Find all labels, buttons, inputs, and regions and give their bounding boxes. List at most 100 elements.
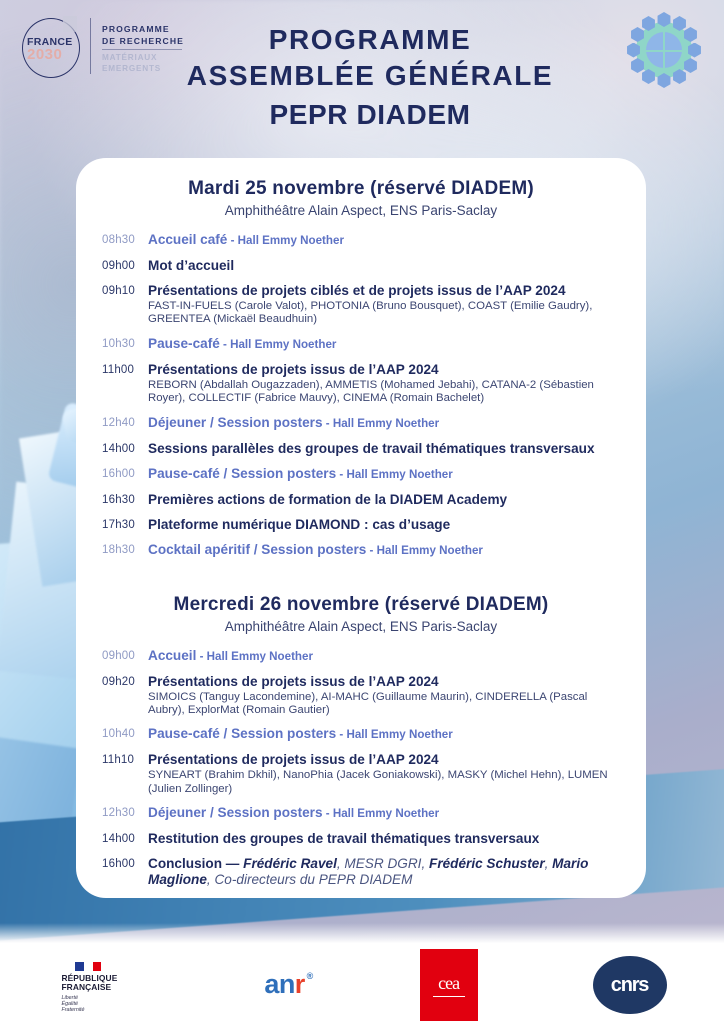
schedule-body: Présentations de projets issus de l’AAP … [148, 362, 646, 406]
france-year: 2030 [27, 46, 63, 63]
day-1-place: Amphithéâtre Alain Aspect, ENS Paris-Sac… [224, 203, 498, 218]
programme-subtitle: MATÉRIAUX EMERGENTS [102, 53, 161, 74]
schedule-row: 17h30 Plateforme numérique DIAMOND : cas … [76, 517, 646, 533]
rf-line-1: RÉPUBLIQUE [61, 972, 118, 983]
schedule-row: 16h00 Pause-café / Session posters - Hall… [76, 466, 646, 483]
schedule-time: 10h40 [102, 728, 135, 741]
conclusion-person-3: Mario Maglione [148, 856, 589, 888]
motto-liberte: Liberté [61, 994, 78, 1001]
footer-logos: RÉPUBLIQUE FRANÇAISE Liberté Égalité Fra… [0, 945, 724, 1024]
schedule-row-conclusion: 16h00 Conclusion — Frédéric Ravel, MESR … [76, 856, 646, 888]
schedule-row: 14h00 Sessions parallèles des groupes de … [76, 441, 646, 457]
subtitle-line2: EMERGENTS [102, 63, 162, 73]
france-ring-icon [22, 16, 80, 78]
schedule-row: 09h20 Présentations de projets issus de l… [76, 674, 646, 718]
anr-registered-mark: ® [306, 971, 314, 981]
conclusion-body: Conclusion — Frédéric Ravel, MESR DGRI, … [148, 856, 646, 888]
schedule-venue: - Hall Emmy Noether [322, 416, 440, 430]
schedule-title: Premières actions de formation de la DIA… [148, 491, 508, 507]
schedule-row: 16h30 Premières actions de formation de l… [76, 492, 646, 508]
programme-recherche-label: PROGRAMME DE RECHERCHE [102, 24, 184, 47]
schedule-venue: - Hall Emmy Noether [196, 649, 313, 663]
logo-divider [90, 18, 92, 74]
diadem-gear-icon [627, 12, 701, 88]
schedule-body: Déjeuner / Session posters - Hall Emmy N… [148, 805, 646, 822]
france-2030-logo: FRANCE 2030 PROGRAMME DE RECHERCHE MATÉR… [18, 16, 188, 78]
schedule-venue: - Hall Emmy Noether [219, 337, 337, 351]
schedule-title: Présentations de projets issus de l’AAP … [148, 361, 439, 377]
schedule-subdetail: FAST-IN-FUELS (Carole Valot), PHOTONIA (… [148, 300, 593, 326]
title-line-2: ASSEMBLÉE GÉNÉRALE [186, 60, 554, 91]
conclusion-person-2: Frédéric Schuster [429, 856, 545, 872]
schedule-body: Mot d’accueil [148, 258, 646, 274]
schedule-row: 10h40 Pause-café / Session posters - Hall… [76, 726, 646, 743]
day-2-name: Mercredi 26 novembre (réservé DIADEM) [173, 593, 549, 615]
schedule-time: 09h10 [102, 285, 135, 297]
schedule-body: Sessions parallèles des groupes de trava… [148, 441, 646, 457]
cea-logo: cea [419, 948, 478, 1021]
schedule-title: Présentations de projets issus de l’AAP … [148, 752, 439, 768]
schedule-row: 09h10 Présentations de projets ciblés et … [76, 283, 646, 327]
conclusion-person-1: Frédéric Ravel [243, 856, 337, 872]
republique-francaise-text: RÉPUBLIQUE FRANÇAISE [61, 972, 118, 993]
schedule-title: Sessions parallèles des groupes de trava… [148, 440, 595, 456]
schedule-body: Pause-café / Session posters - Hall Emmy… [148, 466, 646, 483]
anr-logo: anr ® [264, 969, 313, 1000]
schedule-row: 14h00 Restitution des groupes de travail … [76, 831, 646, 847]
schedule-time: 09h00 [102, 260, 135, 272]
day-header-2: Mercredi 26 novembre (réservé DIADEM) Am… [76, 594, 646, 634]
schedule-row: 18h30 Cocktail apéritif / Session posters… [76, 542, 646, 559]
schedule-title: Restitution des groupes de travail théma… [148, 831, 540, 847]
conclusion-title: Conclusion — Frédéric Ravel, MESR DGRI, … [148, 856, 620, 888]
cea-text: cea [438, 972, 460, 993]
schedule-time: 14h00 [102, 833, 135, 846]
schedule-body: Premières actions de formation de la DIA… [148, 492, 646, 508]
programme-line2: DE RECHERCHE [102, 35, 184, 46]
schedule-time: 18h30 [102, 543, 135, 556]
cea-underline [432, 995, 465, 998]
schedule-card: Mardi 25 novembre (réservé DIADEM) Amphi… [76, 158, 646, 898]
schedule-row: 11h00 Présentations de projets issus de l… [76, 362, 646, 406]
schedule-subdetail: SYNEART (Brahim Dkhil), NanoPhia (Jacek … [148, 769, 608, 795]
schedule-row: 09h00 Accueil - Hall Emmy Noether [76, 648, 646, 665]
schedule-title: Accueil - Hall Emmy Noether [148, 647, 313, 663]
conclusion-time: 16h00 [102, 858, 135, 871]
schedule-title: Présentations de projets ciblés et de pr… [148, 283, 566, 298]
cnrs-logo: cnrs [592, 955, 667, 1014]
schedule-rows-day-1: 08h30 Accueil café - Hall Emmy Noether 09h… [76, 232, 646, 559]
schedule-time: 08h30 [102, 234, 135, 246]
schedule-body: Déjeuner / Session posters - Hall Emmy N… [148, 415, 646, 432]
schedule-row: 10h30 Pause-café - Hall Emmy Noether [76, 336, 646, 353]
poster-header: FRANCE 2030 PROGRAMME DE RECHERCHE MATÉR… [0, 0, 724, 158]
motto-fraternite: Fraternité [61, 1006, 85, 1013]
day-1-name: Mardi 25 novembre (réservé DIADEM) [188, 178, 534, 199]
schedule-title: Déjeuner / Session posters - Hall Emmy N… [148, 805, 440, 821]
schedule-body: Pause-café / Session posters - Hall Emmy… [148, 726, 646, 743]
schedule-title: Déjeuner / Session posters - Hall Emmy N… [148, 414, 440, 430]
schedule-body: Présentations de projets ciblés et de pr… [148, 283, 646, 327]
schedule-time: 10h30 [102, 337, 135, 350]
rf-line-2: FRANÇAISE [61, 982, 112, 993]
schedule-row: 12h30 Déjeuner / Session posters - Hall E… [76, 805, 646, 822]
schedule-row: 11h10 Présentations de projets issus de l… [76, 752, 646, 796]
conclusion-label: Conclusion — [148, 856, 244, 872]
cnrs-text: cnrs [610, 973, 650, 996]
french-flag-icon [75, 961, 102, 971]
background-fade [0, 923, 724, 945]
schedule-time: 14h00 [102, 442, 135, 455]
schedule-body: Restitution des groupes de travail théma… [148, 831, 646, 847]
anr-text-an: an [264, 969, 295, 999]
schedule-venue: - Hall Emmy Noether [322, 807, 440, 821]
schedule-body: Accueil café - Hall Emmy Noether [148, 232, 646, 249]
schedule-time: 11h10 [102, 754, 135, 767]
schedule-time: 12h40 [102, 416, 135, 429]
schedule-body: Plateforme numérique DIAMOND : cas d’usa… [148, 517, 646, 533]
schedule-title: Pause-café / Session posters - Hall Emmy… [148, 726, 453, 742]
schedule-subdetail: SIMOICS (Tanguy Lacondemine), AI-MAHC (G… [148, 690, 588, 717]
schedule-title: Plateforme numérique DIAMOND : cas d’usa… [148, 516, 451, 532]
schedule-body: Cocktail apéritif / Session posters - Ha… [148, 542, 646, 559]
schedule-venue: - Hall Emmy Noether [227, 234, 344, 247]
schedule-row: 09h00 Mot d’accueil [76, 258, 646, 274]
schedule-body: Accueil - Hall Emmy Noether [148, 648, 646, 665]
